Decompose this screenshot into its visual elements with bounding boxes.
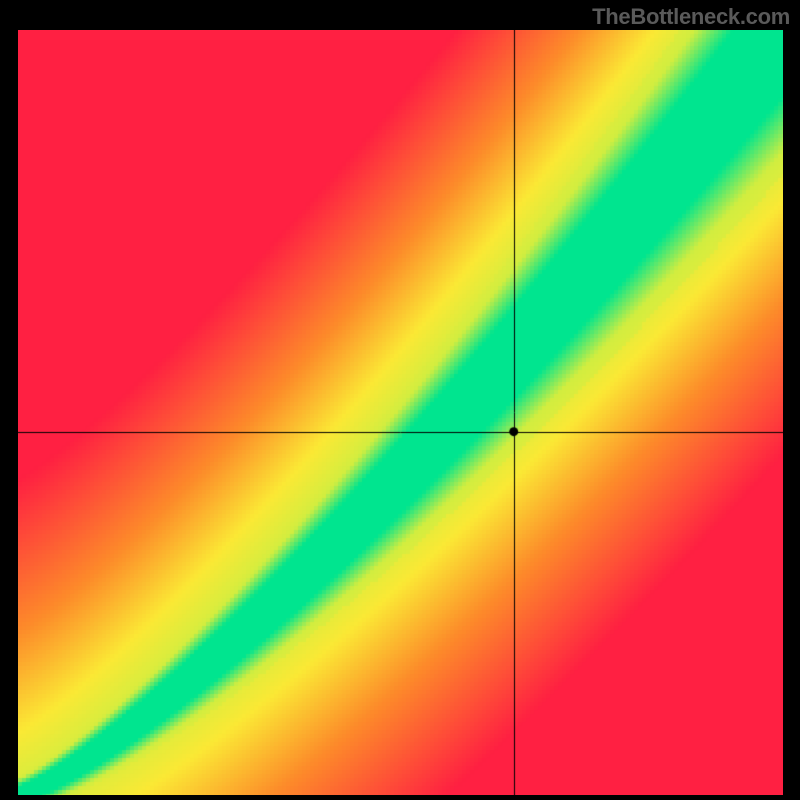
watermark-label: TheBottleneck.com (592, 4, 790, 30)
chart-container: TheBottleneck.com (0, 0, 800, 800)
bottleneck-heatmap (18, 30, 783, 795)
